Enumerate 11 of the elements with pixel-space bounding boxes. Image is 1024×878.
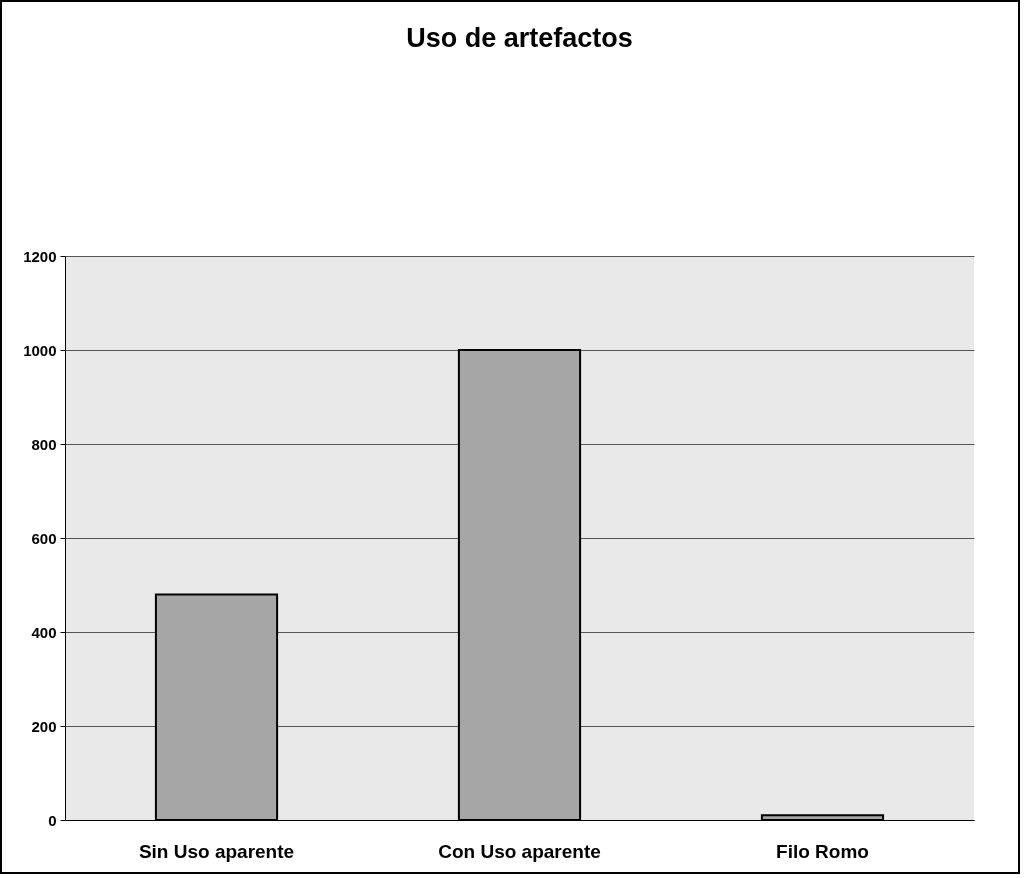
y-tick-label: 1000	[23, 341, 57, 359]
y-tick-label: 0	[48, 811, 57, 829]
y-tick-label: 800	[31, 435, 57, 453]
chart-title: Uso de artefactos	[406, 23, 633, 53]
y-tick-label: 400	[31, 623, 57, 641]
y-tick-label: 200	[31, 717, 57, 735]
y-tick-label: 1200	[23, 247, 57, 265]
x-tick-label: Filo Romo	[776, 840, 869, 862]
x-tick-label: Sin Uso aparente	[138, 840, 295, 862]
y-tick-label: 600	[31, 529, 57, 547]
x-tick-label: Con Uso aparente	[438, 840, 601, 862]
